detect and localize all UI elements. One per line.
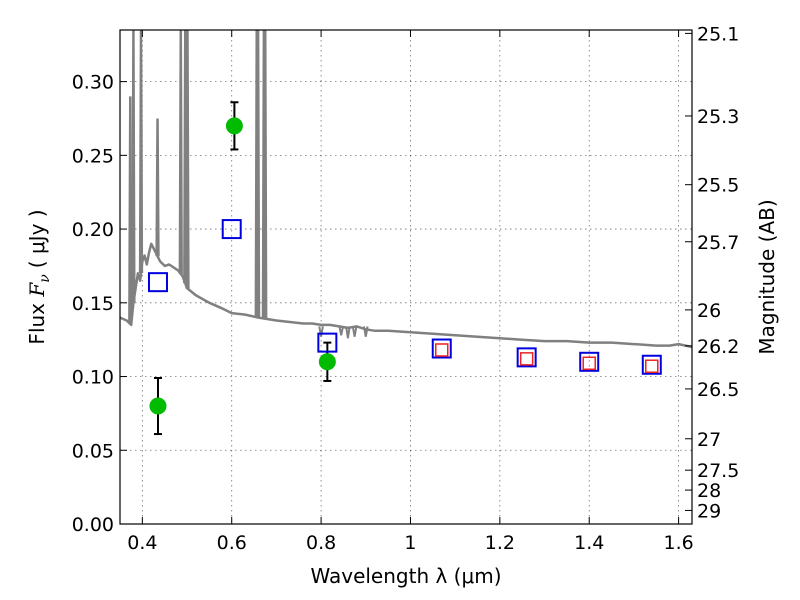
- model-point: [221, 219, 242, 240]
- y-tick-label: 0.20: [72, 219, 114, 241]
- plot-frame: [119, 29, 693, 525]
- mag-tick-label: 25.7: [697, 232, 739, 254]
- emission-line: [178, 30, 183, 274]
- mag-tick-label: 26: [697, 300, 721, 322]
- observed-point: [149, 397, 167, 415]
- x-tick-label: 1.2: [485, 532, 515, 554]
- emission-line: [128, 96, 133, 325]
- y-axis-title-subscript: ν: [37, 274, 53, 283]
- model-point-nir: [519, 352, 534, 366]
- y-tick-label: 0.25: [72, 145, 114, 167]
- y-axis-title-symbol: F: [25, 282, 49, 298]
- mag-tick-label: 29: [697, 500, 721, 522]
- x-axis-title: Wavelength λ (μm): [310, 564, 501, 588]
- absorption-feature: [338, 326, 344, 336]
- y-tick-label: 0.00: [72, 514, 114, 536]
- mag-tick-label: 25.1: [697, 23, 739, 45]
- model-point: [431, 338, 452, 359]
- y-tick-label: 0.10: [72, 367, 114, 389]
- model-point: [516, 347, 537, 368]
- model-point: [641, 354, 662, 375]
- y2-axis-title: Magnitude (AB): [755, 199, 779, 354]
- model-point-nir: [582, 356, 596, 371]
- emission-line: [263, 30, 268, 319]
- points-layer: [147, 101, 662, 436]
- model-point-nir: [435, 343, 449, 357]
- y-axis-title-prefix: Flux: [25, 303, 49, 345]
- y-axis-title-unit: ( μJy ): [25, 209, 49, 268]
- absorption-feature: [318, 326, 324, 337]
- mag-tick-label: 25.3: [697, 106, 739, 128]
- absorption-feature: [363, 326, 369, 337]
- emission-line: [131, 30, 136, 303]
- y-tick-label: 0.30: [72, 72, 114, 94]
- emission-line: [185, 30, 190, 289]
- y-tick-label: 0.15: [72, 293, 114, 315]
- ticks-layer: 0.4 0.6 0.8 1 1.2 1.4 1.6 0.00 0.05 0.10 0.15 0.20 0…: [72, 23, 740, 554]
- x-tick-label: 1: [404, 532, 416, 554]
- spectrum-layer: [120, 30, 692, 349]
- emission-line: [138, 30, 144, 274]
- plot-background: [120, 30, 692, 524]
- x-tick-label: 1.4: [574, 532, 604, 554]
- observed-point: [225, 117, 243, 135]
- model-point: [147, 272, 168, 293]
- mag-tick-label: 28: [697, 480, 721, 502]
- mag-tick-label: 27.5: [697, 460, 739, 482]
- emission-line: [155, 118, 160, 257]
- absorption-feature: [351, 326, 358, 337]
- y-axis-title: Flux Fν ( μJy ): [25, 209, 53, 344]
- observed-point: [318, 353, 336, 371]
- mag-tick-label: 27: [697, 429, 721, 451]
- y-tick-label: 0.05: [72, 440, 114, 462]
- mag-tick-label: 26.2: [697, 336, 739, 358]
- model-point: [317, 332, 338, 353]
- absorption-feature: [345, 326, 351, 339]
- emission-line: [255, 30, 261, 318]
- x-tick-label: 0.4: [127, 532, 157, 554]
- x-tick-label: 0.6: [217, 532, 247, 554]
- model-point-nir: [645, 359, 659, 373]
- x-tick-label: 0.8: [306, 532, 336, 554]
- spectrum-line: [120, 242, 692, 349]
- x-tick-label: 1.6: [663, 532, 693, 554]
- mag-tick-label: 25.5: [697, 175, 739, 197]
- mag-tick-label: 26.5: [697, 379, 739, 401]
- model-point: [579, 351, 600, 372]
